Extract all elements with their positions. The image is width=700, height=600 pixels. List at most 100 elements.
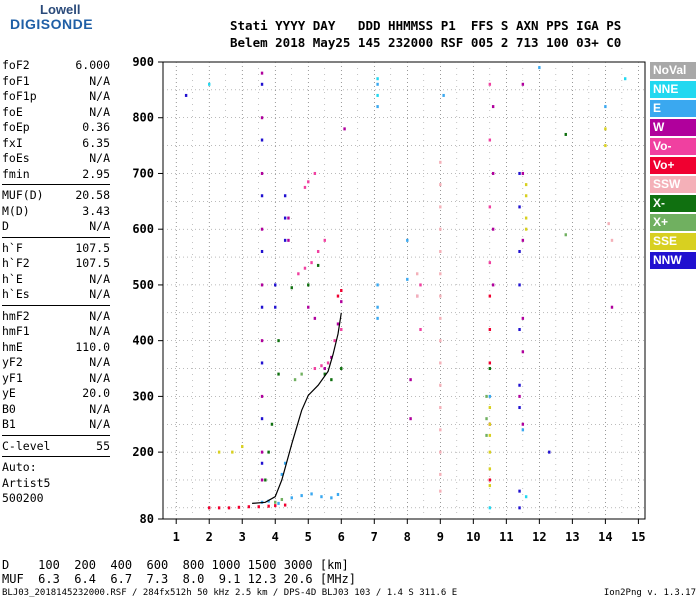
param-separator: [2, 236, 110, 238]
data-point: [310, 261, 313, 265]
data-point: [260, 394, 264, 398]
param-name: h`Es: [2, 287, 30, 301]
legend-item: NNE: [650, 81, 696, 98]
data-point: [521, 238, 525, 242]
param-row: h`F2 107.5: [2, 256, 110, 272]
data-point: [518, 171, 521, 175]
data-point: [488, 367, 492, 371]
data-point: [376, 283, 379, 287]
data-point: [287, 238, 290, 242]
y-tick-label: 600: [132, 222, 154, 236]
data-point: [610, 305, 614, 309]
data-point: [283, 216, 287, 220]
data-point: [316, 263, 320, 267]
data-point: [518, 249, 521, 253]
data-point: [307, 283, 310, 287]
param-name: foF1p: [2, 89, 37, 103]
data-point: [300, 494, 303, 498]
data-point: [439, 406, 442, 410]
y-tick-label: 300: [132, 389, 154, 403]
data-point: [485, 394, 488, 398]
param-value: N/A: [89, 417, 110, 431]
data-point: [491, 283, 495, 287]
data-point: [323, 238, 326, 242]
data-point: [227, 506, 231, 510]
param-row: fxI 6.35: [2, 136, 110, 152]
param-name: foE: [2, 104, 23, 119]
x-tick-label: 12: [532, 530, 546, 544]
param-value: N/A: [89, 401, 110, 416]
param-value: N/A: [89, 287, 110, 301]
data-point: [488, 467, 492, 471]
muf-row: MUF 6.3 6.4 6.7 7.3 8.0 9.1 12.3 20.6 [M…: [2, 572, 357, 586]
y-tick-label: 200: [132, 445, 154, 459]
param-row: 500200: [2, 491, 110, 507]
header-values: Belem 2018 May25 145 232000 RSF 005 2 71…: [230, 35, 622, 50]
param-name: fmin: [2, 166, 30, 181]
data-point: [548, 450, 551, 454]
param-name: D: [2, 219, 9, 233]
data-point: [518, 489, 521, 493]
data-point: [274, 500, 277, 504]
legend-item: W: [650, 119, 696, 136]
x-tick-label: 4: [272, 530, 279, 544]
data-point: [260, 71, 264, 75]
data-point: [406, 277, 409, 281]
data-point: [208, 82, 211, 86]
data-point: [488, 294, 492, 298]
param-name: yE: [2, 386, 16, 400]
param-name: C-level: [2, 438, 51, 453]
data-point: [270, 422, 274, 426]
data-point: [340, 289, 343, 292]
data-point: [521, 171, 525, 175]
data-point: [290, 496, 293, 500]
plot-frame: [162, 61, 646, 520]
data-point: [208, 506, 211, 510]
data-point: [267, 499, 270, 503]
data-point: [491, 171, 495, 175]
legend-item: Vo-: [650, 138, 696, 155]
data-point: [307, 180, 310, 184]
data-point: [604, 105, 607, 109]
logo-lowell-text: Lowell: [40, 2, 81, 17]
x-tick-label: 9: [437, 530, 444, 544]
y-tick-label: 500: [132, 278, 154, 292]
param-row: yE 20.0: [2, 386, 110, 402]
param-separator: [2, 304, 110, 306]
param-value: 2.95: [82, 166, 110, 181]
param-name: h`F: [2, 240, 23, 255]
data-point: [488, 361, 492, 365]
data-point: [323, 367, 326, 371]
data-point: [277, 372, 280, 376]
data-point: [524, 216, 528, 220]
data-point: [439, 489, 442, 493]
param-row: foF2 6.000: [2, 58, 110, 74]
data-point: [330, 496, 333, 500]
data-point: [376, 77, 379, 81]
param-row: D N/A: [2, 219, 110, 235]
data-point: [330, 355, 333, 359]
param-value: 55: [96, 438, 110, 453]
data-point: [283, 461, 287, 465]
data-point: [336, 294, 340, 298]
param-row: foF1 N/A: [2, 74, 110, 90]
param-value: 20.0: [82, 386, 110, 400]
data-point: [267, 450, 270, 454]
param-value: 107.5: [75, 240, 110, 255]
data-point: [491, 105, 495, 109]
data-point: [287, 216, 290, 220]
data-point: [260, 478, 264, 482]
param-row: fmin 2.95: [2, 167, 110, 183]
param-name: hmF1: [2, 324, 30, 338]
logo-digisonde-text: DIGISONDE: [10, 16, 94, 32]
data-point: [267, 504, 270, 508]
data-point: [416, 294, 419, 298]
data-point: [313, 171, 317, 175]
data-point: [184, 93, 188, 97]
param-value: 110.0: [75, 339, 110, 354]
data-point: [376, 105, 379, 109]
param-row: hmF1 N/A: [2, 324, 110, 340]
data-point: [488, 82, 492, 86]
data-point: [376, 305, 379, 309]
data-point: [260, 283, 264, 287]
